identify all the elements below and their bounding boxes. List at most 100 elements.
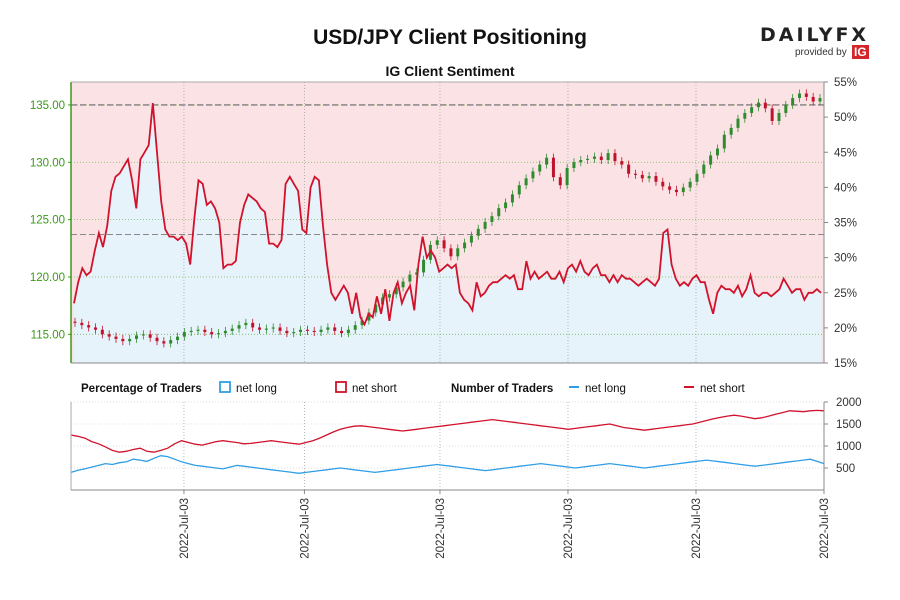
candle-body bbox=[804, 93, 808, 97]
candle-body bbox=[709, 155, 713, 165]
candle-body bbox=[94, 327, 98, 330]
percent-tick-label: 35% bbox=[834, 218, 857, 230]
candle-body bbox=[121, 338, 125, 342]
legend-pct-title: Percentage of Traders bbox=[81, 383, 202, 395]
candle-body bbox=[558, 177, 562, 186]
candle-body bbox=[756, 102, 760, 108]
candle-body bbox=[278, 327, 282, 331]
date-tick-label: 2022-Jul-03 bbox=[179, 498, 191, 559]
candle-body bbox=[408, 274, 412, 282]
candle-body bbox=[326, 327, 330, 330]
candle-body bbox=[305, 329, 309, 331]
candle-body bbox=[661, 181, 665, 187]
legend-num-long: net long bbox=[585, 383, 626, 395]
candle-body bbox=[469, 235, 473, 243]
candle-body bbox=[333, 327, 337, 331]
candle-body bbox=[292, 332, 296, 334]
candle-body bbox=[394, 287, 398, 295]
date-tick-label: 2022-Jul-03 bbox=[819, 498, 831, 559]
candle-body bbox=[688, 181, 692, 188]
price-tick-label: 125.00 bbox=[30, 215, 65, 227]
candle-body bbox=[545, 157, 549, 165]
candle-body bbox=[203, 329, 207, 333]
candle-body bbox=[476, 228, 480, 236]
candle-body bbox=[456, 248, 460, 257]
candle-body bbox=[490, 216, 494, 222]
percent-tick-label: 40% bbox=[834, 182, 857, 194]
candle-body bbox=[258, 327, 262, 330]
legend-pct-short: net short bbox=[352, 383, 398, 395]
candle-body bbox=[387, 294, 391, 298]
traders-tick-label: 500 bbox=[836, 463, 855, 475]
candle-body bbox=[674, 189, 678, 193]
candle-body bbox=[538, 164, 542, 172]
candle-body bbox=[340, 330, 344, 334]
candle-body bbox=[599, 156, 603, 160]
candle-body bbox=[640, 174, 644, 179]
candle-body bbox=[681, 187, 685, 193]
candle-body bbox=[613, 153, 617, 162]
candle-body bbox=[264, 328, 268, 330]
date-tick-label: 2022-Jul-03 bbox=[299, 498, 311, 559]
candle-body bbox=[763, 102, 767, 109]
candle-body bbox=[135, 335, 139, 339]
candle-body bbox=[189, 330, 193, 333]
legend-num-title: Number of Traders bbox=[451, 383, 553, 395]
traders-tick-label: 1000 bbox=[836, 441, 862, 453]
candle-body bbox=[346, 329, 350, 334]
candle-body bbox=[743, 112, 747, 119]
candle-body bbox=[353, 325, 357, 330]
dailyfx-logo: DAILYFX bbox=[760, 24, 870, 46]
num-short-line bbox=[70, 409, 825, 453]
candle-body bbox=[572, 162, 576, 169]
date-axis-ticks: 2022-Jul-03 2022-Jul-03 2022-Jul-03 2022-Ju… bbox=[179, 490, 831, 559]
candle-body bbox=[818, 98, 822, 102]
price-tick-label: 115.00 bbox=[31, 329, 65, 341]
candle-body bbox=[107, 334, 111, 337]
candle-body bbox=[244, 322, 248, 326]
legend-pct-long: net long bbox=[236, 383, 277, 395]
candle-body bbox=[504, 202, 508, 209]
brand-provided-by: provided by bbox=[795, 47, 847, 58]
candle-body bbox=[586, 158, 590, 160]
candle-body bbox=[770, 108, 774, 121]
candle-body bbox=[285, 330, 289, 334]
candle-body bbox=[715, 148, 719, 156]
candle-body bbox=[517, 185, 521, 195]
candle-body bbox=[148, 334, 152, 338]
candle-body bbox=[565, 168, 569, 186]
candle-body bbox=[100, 329, 104, 335]
candle-body bbox=[729, 127, 733, 135]
candle-body bbox=[483, 221, 487, 229]
chart-subtitle: IG Client Sentiment bbox=[385, 63, 515, 79]
price-tick-label: 130.00 bbox=[30, 157, 65, 169]
candle-body bbox=[510, 194, 514, 203]
net-short-pct-line bbox=[73, 103, 822, 327]
candle-body bbox=[312, 330, 316, 333]
candle-body bbox=[722, 134, 726, 149]
price-candles bbox=[73, 89, 822, 348]
candle-body bbox=[695, 173, 699, 182]
date-tick-label: 2022-Jul-03 bbox=[691, 498, 703, 559]
net-long-area bbox=[74, 103, 821, 363]
date-tick-label: 2022-Jul-03 bbox=[435, 498, 447, 559]
percent-tick-label: 50% bbox=[834, 112, 857, 124]
candle-body bbox=[360, 320, 364, 326]
traders-tick-label: 1500 bbox=[836, 419, 862, 431]
candle-body bbox=[299, 329, 303, 333]
candle-body bbox=[87, 325, 91, 328]
candle-body bbox=[668, 186, 672, 190]
ig-logo: IG bbox=[852, 45, 869, 59]
candle-body bbox=[182, 332, 186, 337]
candle-body bbox=[654, 176, 658, 182]
candle-body bbox=[114, 336, 118, 339]
percent-tick-label: 30% bbox=[834, 253, 857, 265]
candle-body bbox=[176, 336, 180, 341]
candle-body bbox=[128, 338, 132, 342]
candle-body bbox=[401, 281, 405, 288]
candle-body bbox=[141, 334, 145, 336]
candle-body bbox=[647, 176, 651, 179]
candle-body bbox=[422, 259, 426, 273]
